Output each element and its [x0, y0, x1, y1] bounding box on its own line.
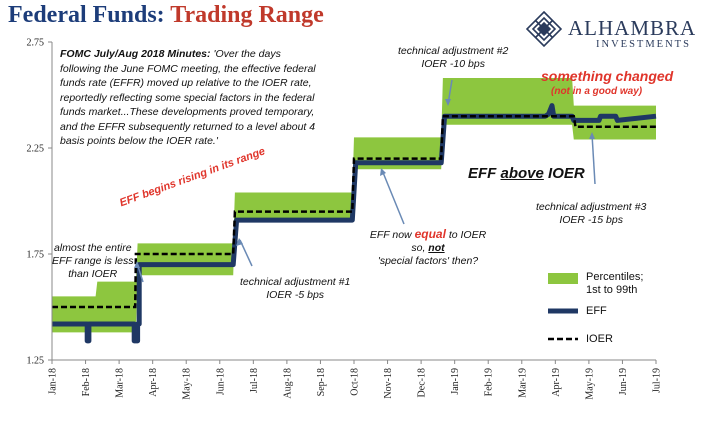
- x-tick-label: May-18: [182, 368, 193, 400]
- almost-annotation: almost the entire EFF range is less than…: [52, 242, 134, 281]
- minutes-lead: FOMC July/Aug 2018 Minutes:: [60, 48, 211, 60]
- x-tick-label: Jul-19: [652, 368, 663, 393]
- y-tick-label: 1.25: [27, 356, 45, 367]
- x-tick-label: Mar-18: [115, 368, 126, 398]
- tech3-annotation: technical adjustment #3 IOER -15 bps: [536, 201, 646, 227]
- arrow-tech1: [239, 239, 253, 267]
- x-tick-label: Apr-18: [148, 368, 159, 397]
- minutes-line: funds rate (EFFR) moved up relative to t…: [60, 77, 312, 89]
- x-tick-label: Aug-18: [282, 368, 293, 399]
- x-tick-label: Jul-18: [249, 368, 260, 393]
- arrow-tech3: [591, 133, 596, 185]
- logo-name: ALHAMBRA: [568, 16, 697, 40]
- x-tick-label: Jan-18: [48, 368, 59, 395]
- annotation-line: IOER -10 bps: [421, 58, 485, 70]
- arrowhead-tech1: [236, 238, 243, 246]
- x-tick-label: Sep-18: [316, 368, 327, 396]
- legend-swatch-percentiles: [548, 273, 578, 284]
- x-tick-label: Jan-19: [450, 368, 461, 395]
- ioer-line: [52, 114, 656, 309]
- logo-subtitle: INVESTMENTS: [596, 39, 691, 50]
- annotation-line: almost the entire: [53, 242, 132, 254]
- annotation-line: IOER -5 bps: [266, 289, 325, 301]
- title-part-blue: Federal Funds:: [8, 2, 171, 28]
- x-tick-label: Mar-19: [517, 368, 528, 398]
- tech2-annotation: technical adjustment #2 IOER -10 bps: [398, 45, 508, 71]
- x-tick-label: Apr-19: [551, 368, 562, 397]
- annotation-emphasis: above: [500, 165, 544, 182]
- annotation-text: so,: [411, 242, 429, 254]
- arrowhead-tech3: [589, 132, 595, 139]
- arrowhead-eff-equal: [380, 168, 386, 176]
- annotation-text: EFF now: [369, 229, 415, 241]
- y-tick-label: 1.75: [27, 250, 45, 261]
- y-tick-label: 2.25: [27, 144, 45, 155]
- annotation-line: EFF range is less: [52, 255, 134, 267]
- x-tick-label: Jun-18: [215, 368, 226, 395]
- legend-text: Percentiles; 1st to 99th: [586, 271, 644, 296]
- y-tick-label: 2.75: [27, 38, 45, 49]
- x-tick-label: Dec-18: [417, 368, 428, 397]
- x-tick-label: Jun-19: [618, 368, 629, 395]
- eff-equal-annotation: EFF now equal to IOER so, not 'special f…: [366, 228, 490, 268]
- diamond-lattice-icon: [526, 11, 562, 47]
- fomc-minutes-quote: FOMC July/Aug 2018 Minutes: 'Over the da…: [60, 47, 316, 149]
- legend-label-eff: EFF: [586, 305, 607, 318]
- x-tick-label: Feb-18: [81, 368, 92, 396]
- annotation-line: than IOER: [68, 268, 118, 280]
- annotation-text: 'special factors' then?: [377, 255, 479, 267]
- annotation-line: technical adjustment #3: [536, 201, 647, 213]
- arrow-eff-equal: [381, 169, 405, 225]
- annotation-emphasis: not: [428, 242, 445, 254]
- x-tick-label: Oct-18: [350, 368, 361, 396]
- x-tick-label: May-19: [584, 368, 595, 400]
- annotation-emphasis: equal: [414, 227, 446, 241]
- not-good-way-annotation: (not in a good way): [551, 86, 643, 97]
- arrowhead-almost: [134, 261, 140, 268]
- minutes-line: following the June FOMC meeting, the eff…: [60, 62, 316, 75]
- arrowhead-tech2: [445, 99, 451, 106]
- something-changed-annotation: something changed: [541, 68, 674, 84]
- annotation-text: IOER: [543, 165, 585, 182]
- legend-text: IOER: [586, 333, 613, 345]
- x-tick-label: Feb-19: [484, 368, 495, 396]
- eff-line: [52, 103, 657, 344]
- annotation-line: technical adjustment #1: [240, 276, 351, 288]
- legend-text: EFF: [586, 305, 607, 317]
- title-part-red: Trading Range: [170, 2, 324, 28]
- minutes-line: and the EFFR subsequently returned to a …: [60, 120, 316, 133]
- legend-label-percentiles: Percentiles; 1st to 99th: [586, 271, 643, 297]
- percentile-band: [52, 78, 656, 333]
- x-tick-label: Nov-18: [383, 368, 394, 399]
- chart-title: Federal Funds: Trading Range: [8, 2, 324, 29]
- annotation-line: IOER -15 bps: [559, 214, 623, 226]
- minutes-line: funds market...These developments proved…: [60, 106, 315, 118]
- legend-label-ioer: IOER: [586, 333, 613, 346]
- tech1-annotation: technical adjustment #1 IOER -5 bps: [240, 276, 350, 302]
- minutes-line: 'Over the days: [210, 48, 281, 60]
- eff-above-ioer-annotation: EFF above IOER: [468, 165, 585, 182]
- annotation-text: to IOER: [445, 229, 487, 241]
- minutes-line: reportedly reflecting some special facto…: [60, 91, 315, 104]
- annotation-text: EFF: [468, 165, 501, 182]
- minutes-line: basis points below the IOER rate.': [60, 135, 218, 147]
- annotation-line: technical adjustment #2: [398, 45, 509, 57]
